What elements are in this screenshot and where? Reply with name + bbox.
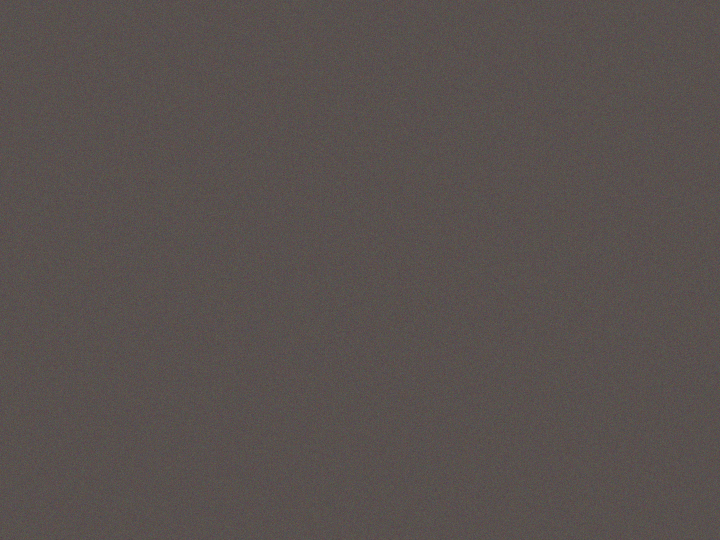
- FancyBboxPatch shape: [34, 20, 686, 520]
- Text: Pulmonary – takes blood to and from
lungs for gas exchange: Pulmonary – takes blood to and from lung…: [90, 143, 551, 196]
- Text: •: •: [60, 235, 76, 263]
- Text: •: •: [60, 143, 76, 171]
- Text: Systemic – takes oxygenated blood to
rest of the body and brings
deoxygenated bl: Systemic – takes oxygenated blood to res…: [90, 235, 570, 316]
- Text: Circulation - pathways: Circulation - pathways: [158, 46, 562, 80]
